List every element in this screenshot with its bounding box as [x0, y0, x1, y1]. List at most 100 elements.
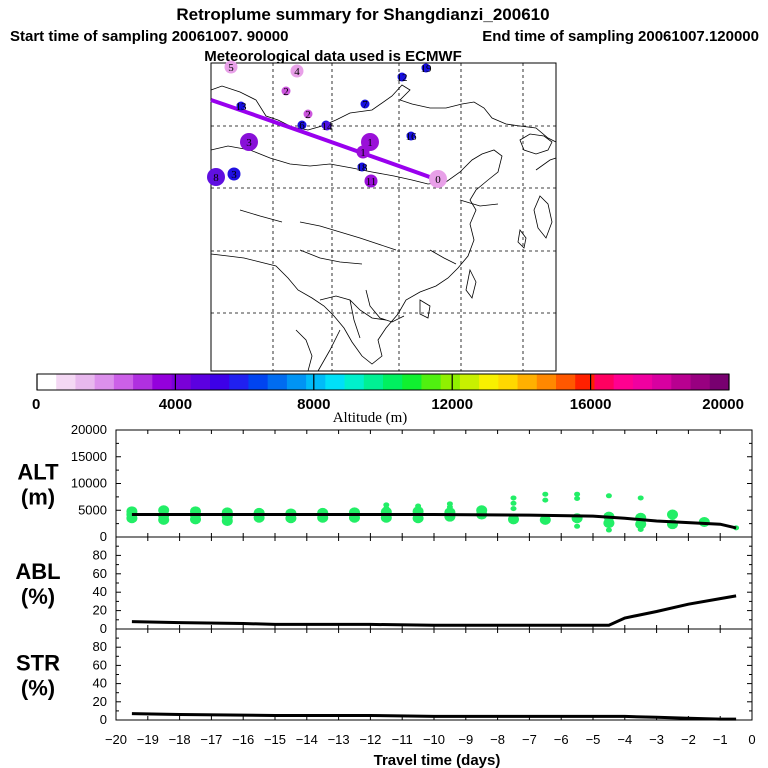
trajectory-marker: 11 — [364, 174, 378, 188]
y-axis-label: ABL — [15, 559, 60, 584]
colorbar-swatch — [229, 374, 249, 390]
marker-label: 2 — [305, 109, 311, 121]
marker-dot — [303, 109, 313, 119]
marker-dot — [281, 86, 291, 96]
colorbar-swatch — [690, 374, 711, 390]
trajectory-marker: 16 — [406, 131, 418, 143]
alt-point — [510, 495, 517, 501]
marker-label: 4 — [294, 66, 300, 78]
colorbar-swatch — [306, 374, 326, 390]
colorbar-swatch — [613, 374, 634, 390]
alt-point — [317, 507, 329, 518]
y-axis-unit: (%) — [21, 584, 55, 609]
marker-label: 1 — [360, 147, 366, 159]
alt-point — [383, 502, 390, 508]
marker-label: 6 — [299, 120, 305, 132]
marker-label: 14 — [322, 121, 334, 133]
marker-dot — [364, 174, 378, 188]
colorbar-swatch — [152, 374, 172, 390]
trajectory-marker: 3 — [227, 167, 241, 181]
trajectory-marker: 14 — [322, 121, 334, 133]
x-tick-label: −6 — [554, 732, 569, 747]
marker-label: 2 — [283, 86, 289, 98]
marker-dot — [429, 170, 447, 188]
colorbar-swatch — [709, 374, 730, 390]
colorbar-swatch — [652, 374, 672, 390]
y-tick-label: 10000 — [71, 476, 107, 491]
alt-point — [539, 514, 551, 525]
map-panel: 011223345678911121314161819 — [207, 60, 557, 372]
trajectory-marker: 5 — [224, 60, 238, 74]
colorbar-swatch — [286, 374, 307, 390]
str-panel: 80 60 40 20 0 STR(%) — [16, 628, 753, 727]
colorbar-swatch — [440, 374, 461, 390]
marker-dot — [406, 131, 416, 141]
colorbar-tick-label: 12000 — [431, 396, 473, 413]
marker-dot — [236, 101, 246, 111]
colorbar-swatch — [248, 374, 269, 390]
x-tick-label: −7 — [522, 732, 537, 747]
x-axis-title: Travel time (days) — [374, 752, 501, 768]
x-tick-label: −1 — [713, 732, 728, 747]
y-axis-unit: (m) — [21, 485, 55, 510]
end-time-label: End time of sampling 20061007.120000 — [482, 28, 759, 45]
y-tick-label: 60 — [93, 657, 107, 672]
trajectory-marker: 4 — [290, 64, 304, 78]
y-tick-label: 40 — [93, 584, 107, 599]
alt-point — [637, 495, 644, 501]
marker-dot — [240, 133, 258, 151]
alt-point — [446, 501, 453, 507]
colorbar-swatch — [94, 374, 115, 390]
trajectory-marker: 18 — [357, 162, 369, 174]
alt-point — [253, 507, 265, 518]
x-tick-label: −2 — [681, 732, 696, 747]
marker-label: 13 — [236, 101, 248, 113]
marker-label: 5 — [228, 62, 234, 74]
marker-dot — [356, 145, 370, 159]
marker-label: 0 — [435, 174, 441, 186]
colorbar-swatch — [75, 374, 96, 390]
str-series-line — [131, 712, 737, 721]
trajectory-marker: 0 — [429, 170, 447, 188]
colorbar-swatch — [671, 374, 691, 390]
abl-panel: 80 60 40 20 0 ABL(%) — [15, 536, 753, 636]
panel-frame — [115, 536, 753, 630]
colorbar-swatch — [517, 374, 538, 390]
trajectory-marker: 13 — [236, 101, 248, 113]
marker-label: 18 — [357, 162, 369, 174]
marker-dot — [290, 64, 304, 78]
colorbar-swatch — [190, 374, 211, 390]
marker-dot — [421, 63, 431, 73]
y-tick-label: 20 — [93, 603, 107, 618]
x-tick-label: −10 — [423, 732, 445, 747]
alt-point — [667, 509, 678, 520]
x-tick-label: −18 — [169, 732, 191, 747]
trajectory-marker: 19 — [421, 63, 433, 75]
x-tick-label: −3 — [649, 732, 664, 747]
alt-point — [158, 514, 170, 525]
panel-frame — [115, 628, 753, 721]
coastlines — [210, 84, 557, 372]
alt-point — [415, 503, 422, 509]
x-tick-label: 0 — [748, 732, 755, 747]
y-tick-label: 5000 — [78, 502, 107, 517]
y-tick-label: 80 — [93, 639, 107, 654]
trajectory-marker: 7 — [360, 99, 370, 111]
trajectory-marker: 1 — [356, 145, 370, 159]
trajectory-marker: 12 — [397, 72, 408, 84]
x-tick-label: −8 — [490, 732, 505, 747]
marker-label: 3 — [231, 169, 237, 181]
colorbar-swatch — [632, 374, 653, 390]
x-tick-label: −19 — [137, 732, 159, 747]
colorbar-swatch — [171, 374, 192, 390]
colorbar-tick-label: 8000 — [297, 396, 330, 413]
colorbar-swatch — [133, 374, 153, 390]
x-tick-label: −11 — [392, 732, 413, 747]
y-tick-label: 0 — [100, 621, 107, 636]
alt-point — [542, 497, 549, 503]
alt-point — [510, 500, 517, 506]
alt-point — [605, 493, 612, 499]
colorbar-swatch — [113, 374, 134, 390]
y-axis-label: STR — [16, 651, 60, 676]
trajectory-marker: 3 — [240, 133, 258, 151]
